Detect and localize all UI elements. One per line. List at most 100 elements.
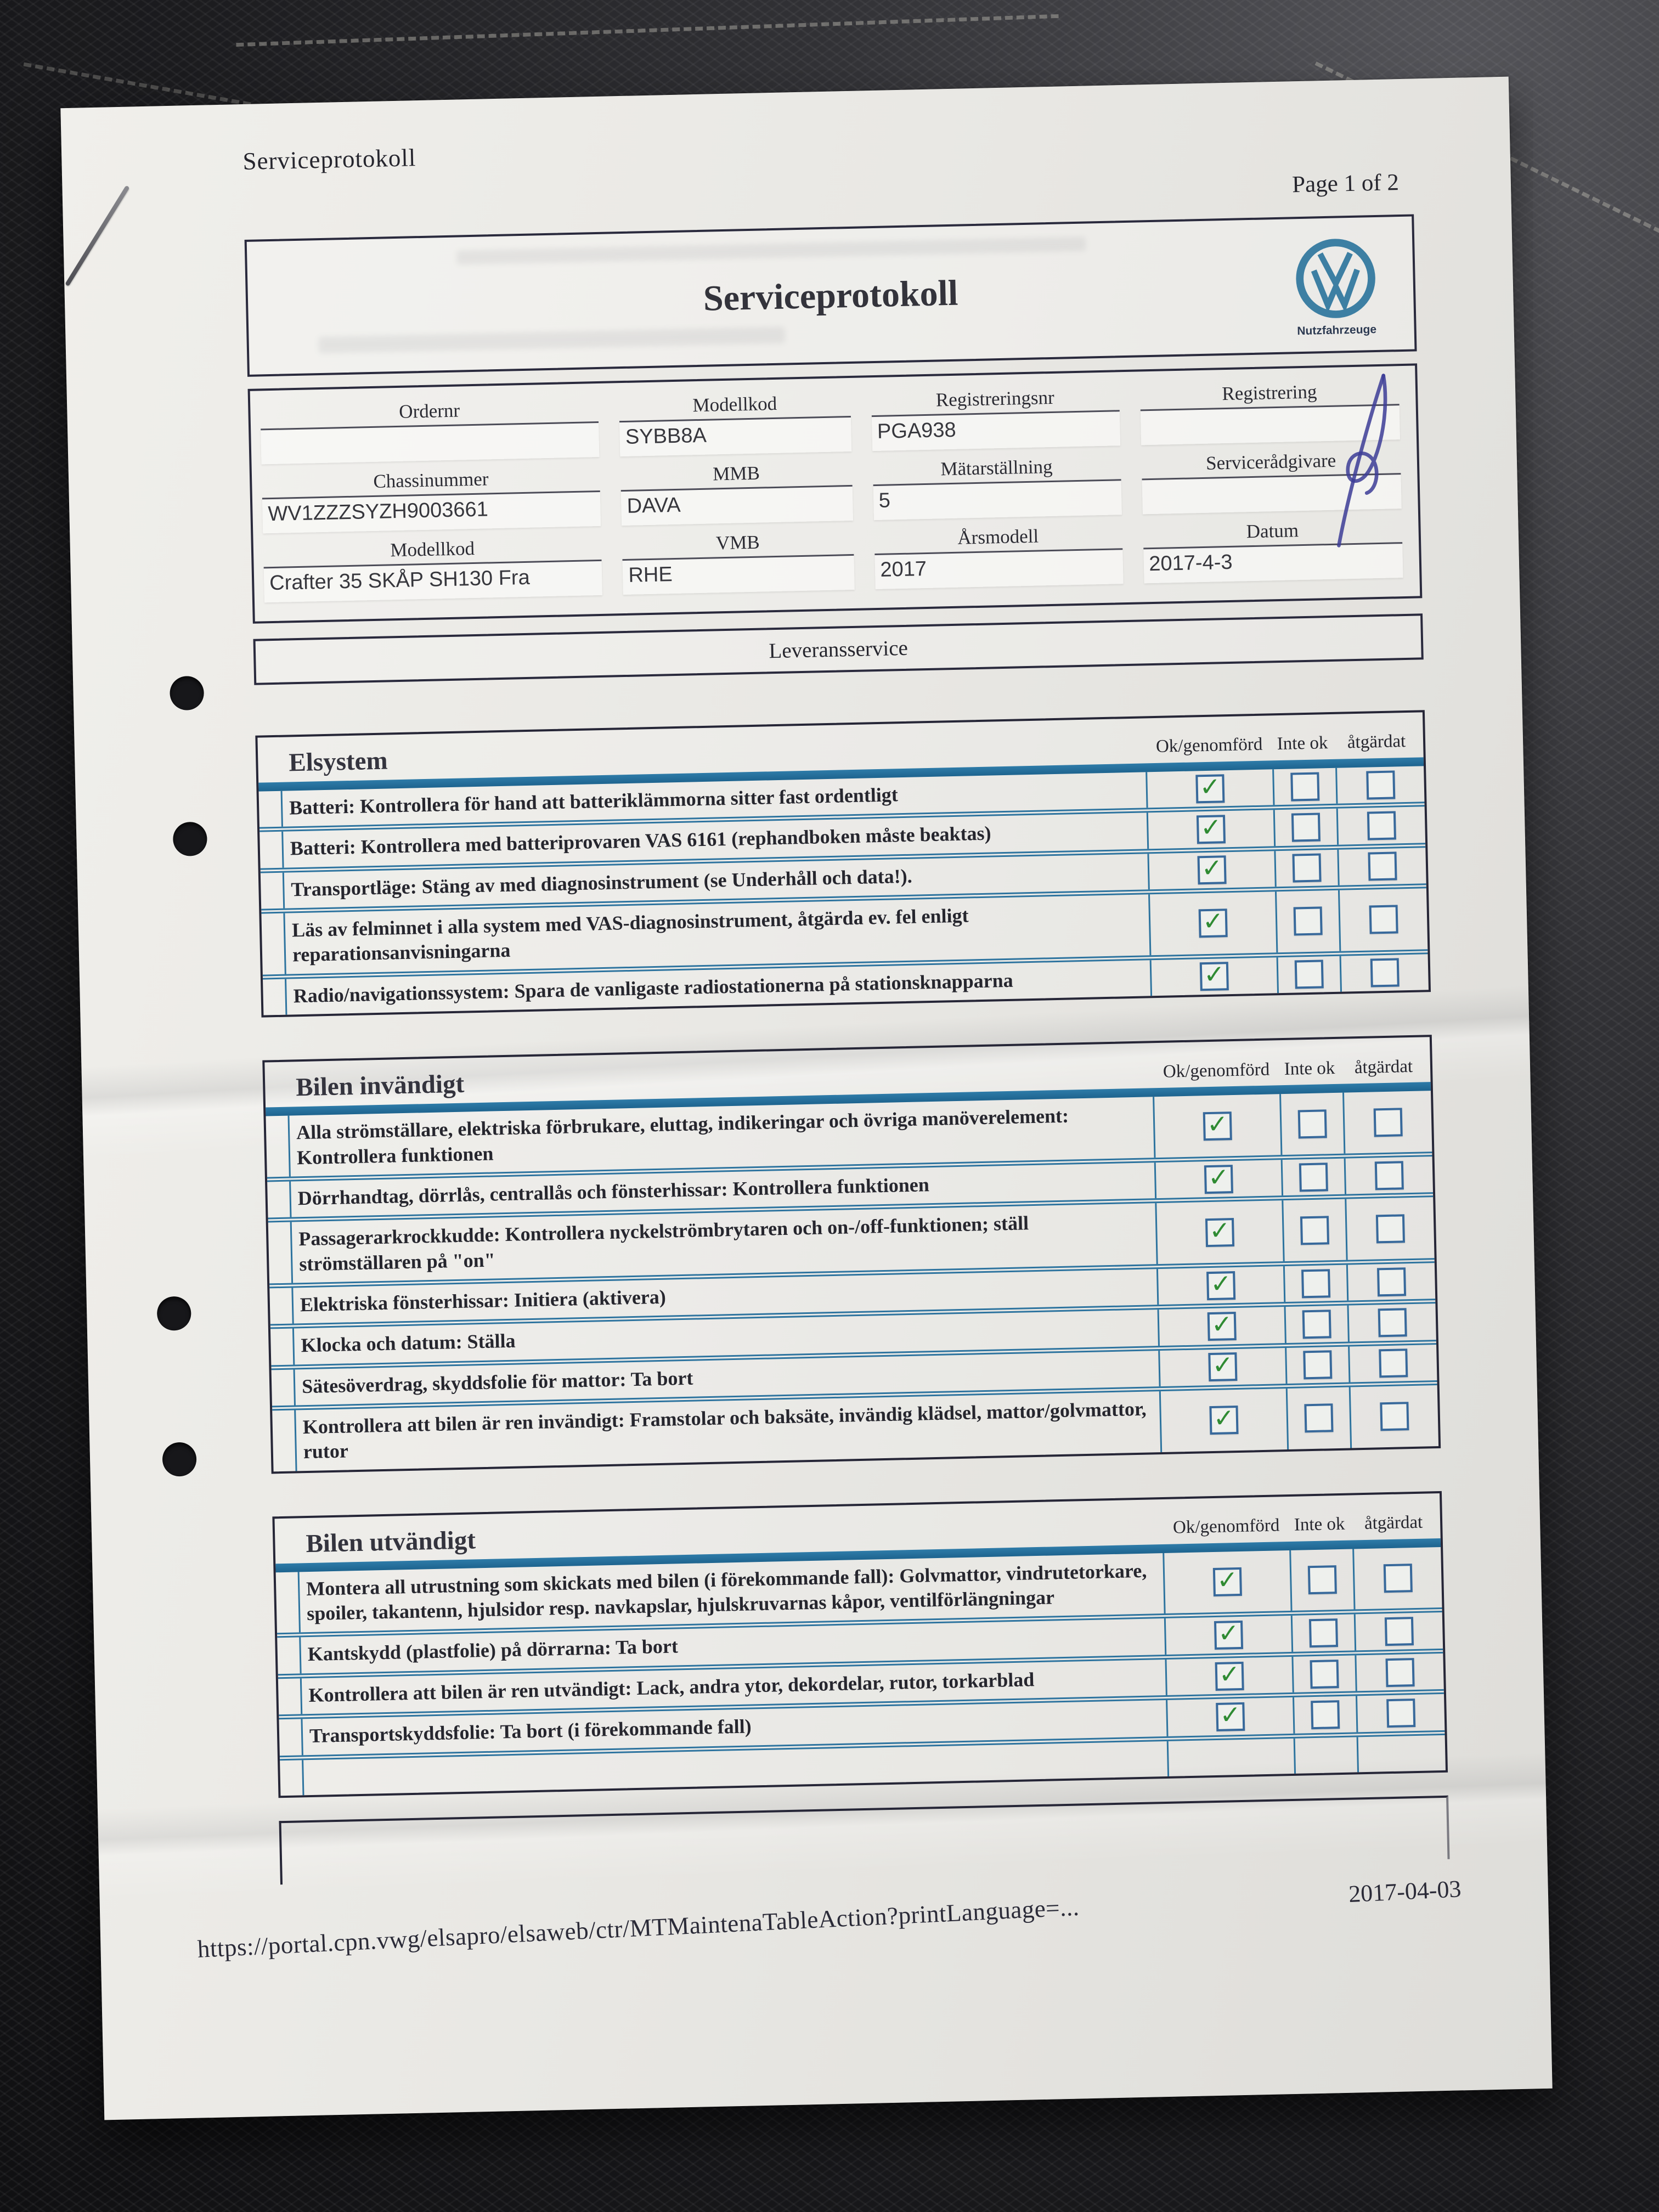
row-stub-cell [261, 913, 286, 975]
checkbox-ok[interactable] [1197, 855, 1227, 885]
checkbox-inte-ok[interactable] [1297, 1109, 1327, 1138]
checkbox-ok[interactable] [1204, 1164, 1233, 1194]
checkbox-atgardat[interactable] [1373, 1107, 1403, 1137]
next-table-edge [279, 1795, 1450, 1884]
checkbox-ok[interactable] [1215, 1661, 1244, 1691]
checkbox-inte-ok[interactable] [1292, 853, 1322, 883]
checkbox-atgardat[interactable] [1369, 905, 1398, 934]
row-stub-cell [278, 1678, 303, 1715]
checkbox-atgardat[interactable] [1367, 811, 1396, 840]
checkbox-ok[interactable] [1195, 774, 1225, 804]
page-footer: https://portal.cpn.vwg/elsapro/elsaweb/c… [197, 1874, 1468, 1963]
section-title: Bilen utvändigt [305, 1526, 476, 1558]
field-label: Årsmodell [957, 525, 1039, 549]
arsmodell-value[interactable]: 2017 [874, 548, 1124, 590]
checkbox-ok[interactable] [1205, 1217, 1235, 1247]
col-header-ok: Ok/genomförd [1155, 735, 1263, 757]
checkbox-atgardat[interactable] [1375, 1214, 1405, 1243]
checkbox-inte-ok[interactable] [1300, 1215, 1330, 1245]
field-label: Registreringsnr [935, 386, 1055, 411]
checkbox-inte-ok[interactable] [1307, 1565, 1337, 1595]
checkbox-atgardat[interactable] [1376, 1267, 1407, 1296]
checkbox-ok[interactable] [1199, 962, 1229, 991]
vmb-value[interactable]: RHE [622, 554, 855, 595]
document-title: Serviceprotokoll [703, 273, 959, 319]
page-indicator: Page 1 of 2 [1291, 170, 1400, 198]
checkbox-inte-ok[interactable] [1290, 772, 1320, 802]
checkbox-ok[interactable] [1216, 1702, 1245, 1731]
checkbox-atgardat[interactable] [1368, 851, 1397, 881]
row-stub-cell [268, 1222, 294, 1284]
mmb-value[interactable]: DAVA [621, 484, 853, 526]
field-label: Servicerådgivare [1205, 449, 1336, 474]
checkbox-atgardat[interactable] [1380, 1402, 1409, 1431]
bleed-through-text [456, 236, 1086, 265]
field-label: Modellkod [692, 392, 777, 416]
checkbox-atgardat[interactable] [1379, 1348, 1408, 1378]
checkbox-inte-ok[interactable] [1303, 1350, 1333, 1380]
checkbox-inte-ok[interactable] [1299, 1162, 1328, 1192]
checkbox-inte-ok[interactable] [1311, 1700, 1340, 1730]
registrering-value[interactable] [1140, 404, 1401, 445]
checkbox-inte-ok[interactable] [1301, 1268, 1331, 1299]
vw-logo: Nutzfahrzeuge [1288, 236, 1384, 338]
pen-slash-mark [65, 185, 130, 287]
checkbox-ok[interactable] [1208, 1352, 1238, 1382]
vw-logo-icon [1296, 239, 1375, 318]
col-header-ok: Ok/genomförd [1172, 1515, 1280, 1538]
field-label: Modellkod [390, 537, 475, 561]
datum-value[interactable]: 2017-4-3 [1143, 542, 1403, 584]
checkbox-atgardat[interactable] [1374, 1160, 1404, 1190]
banner-label: Leveransservice [769, 636, 909, 663]
modellkod-code-value[interactable]: SYBB8A [619, 415, 851, 457]
chassinummer-value[interactable]: WV1ZZZSYZH9003661 [262, 490, 601, 534]
column-headers: Ok/genomförd Inte ok åtgärdat [1164, 1513, 1437, 1539]
field-label: Registrering [1221, 381, 1317, 405]
bleed-through-text [318, 326, 785, 354]
checkbox-ok[interactable] [1198, 909, 1228, 938]
checkbox-ok[interactable] [1206, 1271, 1236, 1300]
checkbox-atgardat[interactable] [1385, 1657, 1415, 1687]
registreringsnr-value[interactable]: PGA938 [871, 410, 1120, 452]
punch-hole [162, 1442, 197, 1477]
checkbox-atgardat[interactable] [1370, 958, 1400, 988]
checkbox-atgardat[interactable] [1366, 770, 1396, 800]
checkbox-ok[interactable] [1212, 1567, 1242, 1597]
serviceradgivare-value[interactable] [1142, 473, 1402, 515]
checkbox-ok[interactable] [1207, 1312, 1237, 1341]
punch-hole [156, 1296, 191, 1331]
row-stub-cell [267, 1181, 292, 1218]
checkbox-inte-ok[interactable] [1310, 1659, 1339, 1689]
matarstallning-value[interactable]: 5 [873, 479, 1122, 521]
vw-logo-caption: Nutzfahrzeuge [1297, 323, 1377, 338]
col-header-inte-ok: Inte ok [1284, 1058, 1335, 1079]
checkbox-inte-ok[interactable] [1293, 906, 1323, 936]
field-label: Ordernr [398, 399, 460, 422]
checkbox-ok[interactable] [1214, 1621, 1244, 1650]
checkbox-inte-ok[interactable] [1302, 1310, 1331, 1339]
checkbox-ok[interactable] [1196, 815, 1226, 844]
vehicle-info-box: Ordernr Chassinummer WV1ZZZSYZH9003661 M… [247, 363, 1423, 624]
checkbox-ok[interactable] [1209, 1406, 1239, 1435]
checkbox-atgardat[interactable] [1378, 1308, 1407, 1338]
checkbox-inte-ok[interactable] [1304, 1403, 1334, 1433]
col-header-atgardat: åtgärdat [1354, 1056, 1413, 1077]
modellkod-name-value[interactable]: Crafter 35 SKÅP SH130 Fra [263, 559, 603, 603]
info-column-1: Ordernr Chassinummer WV1ZZZSYZH9003661 M… [260, 397, 603, 603]
row-stub-cell [263, 979, 287, 1015]
section-bilen-invandigt: Bilen invändigt Ok/genomförd Inte ok åtg… [262, 1035, 1441, 1474]
row-stub-cell [279, 1719, 303, 1756]
info-column-3: Registreringsnr PGA938 Mätarställning 5 … [871, 385, 1124, 590]
checkbox-atgardat[interactable] [1383, 1564, 1413, 1593]
row-stub-cell [259, 832, 284, 868]
checkbox-atgardat[interactable] [1386, 1698, 1416, 1728]
col-header-atgardat: åtgärdat [1347, 731, 1406, 753]
checkbox-inte-ok[interactable] [1291, 812, 1321, 842]
checkbox-inte-ok[interactable] [1294, 960, 1324, 989]
checkbox-atgardat[interactable] [1384, 1617, 1414, 1646]
checkbox-inte-ok[interactable] [1308, 1618, 1339, 1648]
footer-url: https://portal.cpn.vwg/elsapro/elsaweb/c… [196, 1893, 1080, 1963]
row-stub-cell [258, 791, 283, 827]
checkbox-ok[interactable] [1203, 1111, 1232, 1141]
ordernr-value[interactable] [261, 421, 600, 465]
